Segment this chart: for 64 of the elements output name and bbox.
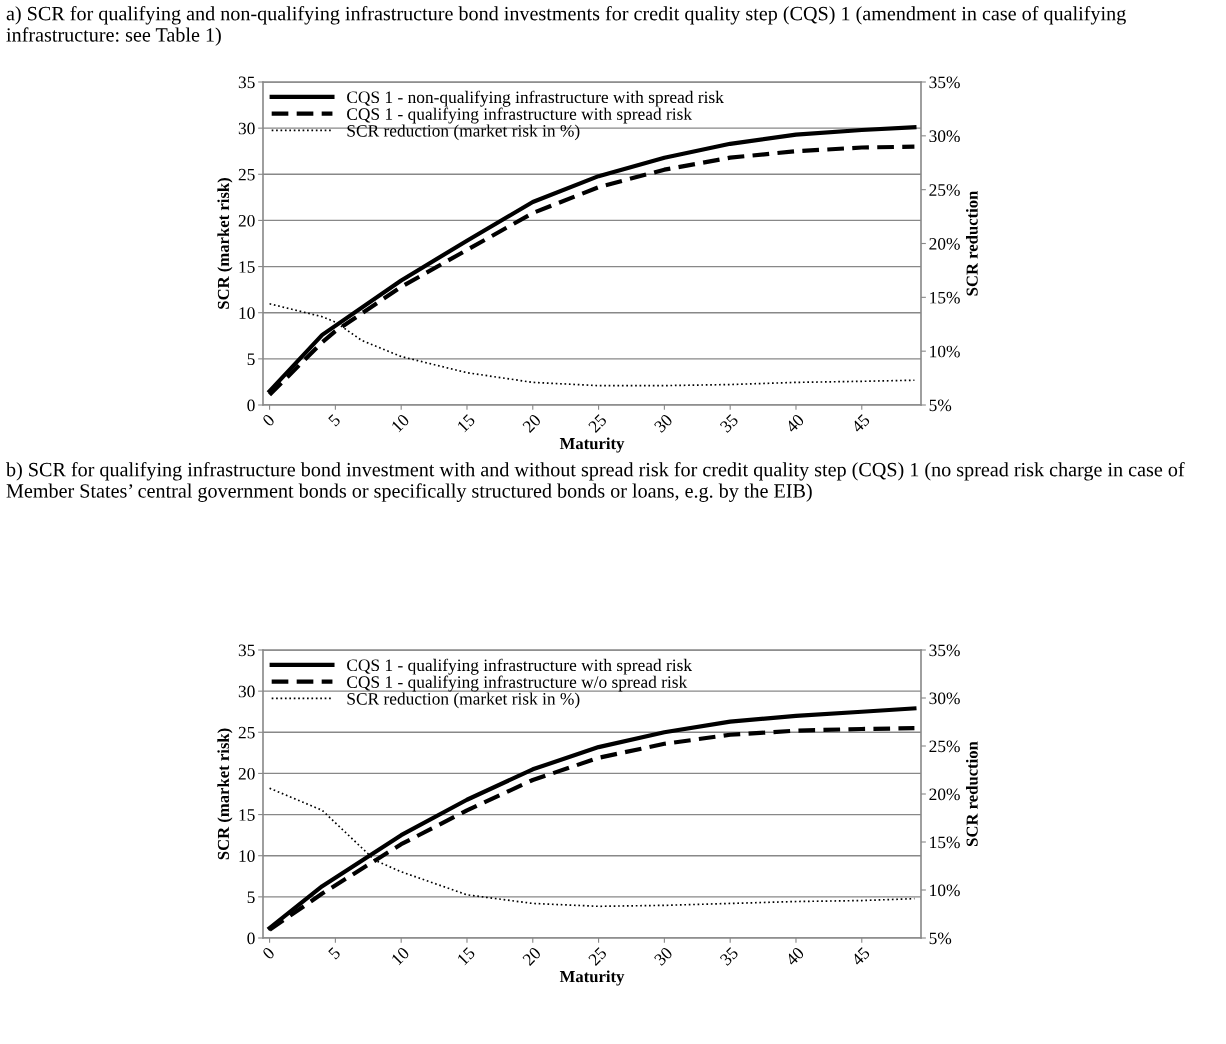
x-tick-label: 35 — [719, 946, 739, 966]
x-tick-label: 0 — [261, 413, 276, 427]
y-tick-label: 15 — [239, 809, 255, 821]
y2-tick-label: 25% — [929, 184, 960, 196]
y-tick-label: 20 — [238, 767, 255, 780]
chart-title: a) SCR for qualifying and non-qualifying infrastructure bond investments for credit quality step (CQS) 1 (amendment in case of qualifying infrastructure: see Table 1) — [6, 6, 1126, 46]
x-tick-label: 35 — [719, 413, 739, 433]
y2-tick-label: 5% — [929, 399, 952, 412]
y-tick-label: 25 — [238, 726, 255, 739]
x-tick-label: 30 — [653, 946, 674, 966]
y-tick-label: 30 — [238, 685, 255, 698]
y-tick-label: 35 — [238, 76, 255, 89]
x-tick-label: 20 — [521, 413, 542, 434]
legend-label: SCR reduction (market risk in %) — [347, 124, 580, 141]
y2-tick-label: 30% — [929, 692, 960, 705]
y2-tick-label: 35% — [929, 644, 960, 657]
y2-tick-label: 25% — [929, 740, 960, 753]
y-tick-label: 30 — [238, 122, 255, 135]
y-tick-label: 0 — [247, 399, 255, 412]
y2-tick-label: 10% — [930, 884, 960, 897]
y2-tick-label: 35% — [929, 76, 960, 89]
y-tick-label: 5 — [247, 353, 255, 366]
x-tick-label: 20 — [521, 946, 542, 967]
legend-label: CQS 1 - qualifying infrastructure with spread risk — [347, 107, 693, 124]
x-tick-label: 5 — [327, 413, 342, 427]
y2-tick-label: 15% — [930, 836, 960, 849]
y-axis-title: SCR (market risk) — [217, 178, 233, 309]
x-tick-label: 0 — [261, 946, 276, 960]
x-tick-label: 15 — [456, 413, 476, 433]
legend-label: CQS 1 - qualifying infrastructure with spread risk — [347, 658, 693, 675]
x-tick-label: 15 — [456, 946, 476, 966]
x-tick-label: 40 — [784, 413, 805, 434]
y-axis-title: SCR (market risk) — [217, 728, 233, 860]
y-tick-label: 0 — [247, 932, 255, 945]
y2-axis-title: SCR reduction — [966, 741, 978, 846]
legend-label: CQS 1 - non-qualifying infrastructure with spread risk — [347, 90, 724, 107]
y2-tick-label: 15% — [930, 291, 960, 304]
y2-axis-title: SCR reduction — [966, 190, 978, 296]
y2-tick-label: 20% — [929, 788, 960, 801]
y-tick-label: 15 — [239, 261, 255, 273]
y2-tick-label: 5% — [929, 932, 952, 945]
x-tick-label: 10 — [390, 946, 410, 966]
y2-tick-label: 10% — [930, 345, 960, 358]
legend-label: SCR reduction (market risk in %) — [347, 692, 580, 709]
y-tick-label: 5 — [247, 891, 255, 904]
x-axis-title: Maturity — [559, 970, 625, 986]
chart-title: b) SCR for qualifying infrastructure bond investment with and without spread risk for credit quality step (CQS) 1 (no spread risk charge in case of Member States’ central government bonds or specifically structured bonds or loans, e.g. by the EIB) — [6, 462, 1185, 502]
x-tick-label: 30 — [653, 413, 674, 433]
y-tick-label: 25 — [238, 168, 255, 181]
x-tick-label: 25 — [587, 946, 608, 967]
x-axis-title: Maturity — [559, 437, 625, 453]
y-tick-label: 20 — [238, 214, 255, 227]
y-tick-label: 10 — [239, 307, 255, 319]
x-tick-label: 5 — [327, 946, 342, 960]
x-tick-label: 25 — [587, 413, 608, 434]
legend-label: CQS 1 - qualifying infrastructure w/o spread risk — [347, 675, 688, 692]
x-tick-label: 45 — [850, 413, 871, 434]
x-tick-label: 45 — [850, 946, 871, 967]
x-tick-label: 40 — [784, 946, 805, 967]
x-tick-label: 10 — [390, 413, 410, 433]
y2-tick-label: 30% — [929, 130, 960, 143]
y-tick-label: 35 — [238, 644, 255, 657]
y-tick-label: 10 — [239, 850, 255, 862]
y2-tick-label: 20% — [929, 237, 960, 250]
